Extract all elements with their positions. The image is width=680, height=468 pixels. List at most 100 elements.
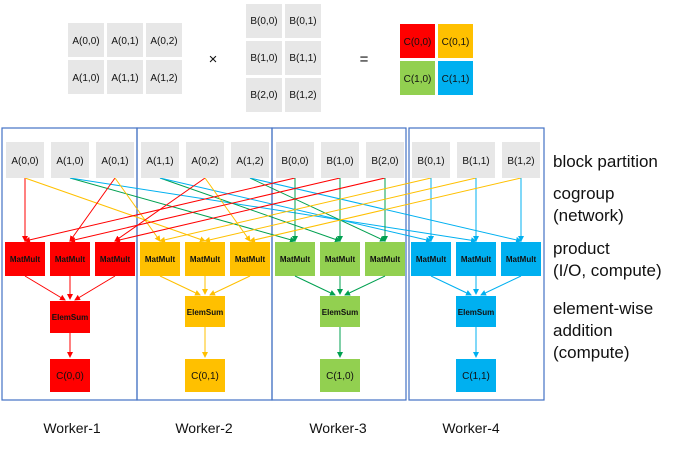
partition-block: B(1,1): [462, 156, 489, 167]
cogroup-edge: [159, 177, 432, 243]
result-label: C(1,1): [462, 371, 490, 382]
matrix-c-cell: C(1,0): [404, 74, 432, 85]
stage-elementwise-2: addition: [553, 321, 613, 340]
matrix-c-cell: C(0,1): [442, 37, 470, 48]
matmult-label: MatMult: [461, 255, 492, 264]
stage-block-partition: block partition: [553, 152, 658, 171]
matmult-box: [5, 242, 45, 276]
compute-arrows: [24, 275, 522, 358]
matrix-a-cell: A(1,2): [150, 73, 177, 84]
matrix-c: C(0,0) C(0,1) C(1,0) C(1,1): [400, 24, 473, 95]
matmult-row: MatMult MatMult MatMult MatMult MatMult …: [5, 242, 541, 276]
worker-4-box: [408, 127, 545, 401]
elemsum-box: [456, 296, 496, 327]
stage-cogroup-sub: (network): [553, 206, 624, 225]
matmult-box: [275, 242, 315, 276]
matrix-a-cell: A(1,0): [72, 73, 99, 84]
result-box: [185, 359, 225, 392]
worker-3-box: [271, 127, 407, 401]
matrix-a: A(0,0) A(0,1) A(0,2) A(1,0) A(1,1) A(1,2…: [68, 23, 182, 94]
result-label: C(0,0): [56, 371, 84, 382]
partition-block: B(2,0): [371, 156, 398, 167]
partition-block: A(0,0): [11, 156, 38, 167]
cogroup-edge: [69, 177, 341, 243]
cogroup-edge: [249, 177, 522, 243]
matmult-box: [140, 242, 180, 276]
stage-product: product: [553, 239, 610, 258]
matmult-box: [95, 242, 135, 276]
elemsum-label: ElemSum: [187, 308, 223, 317]
cogroup-edge: [24, 177, 206, 243]
partition-block: A(1,0): [56, 156, 83, 167]
elemsum-row: ElemSum ElemSum ElemSum ElemSum: [50, 296, 496, 333]
elemsum-box: [50, 301, 90, 333]
cogroup-edge: [114, 177, 386, 243]
cogroup-edge: [249, 177, 386, 242]
worker-labels: Worker-1 Worker-2 Worker-3 Worker-4: [43, 420, 500, 436]
partition-block: B(1,0): [326, 156, 353, 167]
matmult-label: MatMult: [190, 255, 221, 264]
stage-elementwise-sub: (compute): [553, 343, 630, 362]
worker-label: Worker-3: [309, 420, 367, 436]
matmult-label: MatMult: [100, 255, 131, 264]
matrix-a-cell: A(1,1): [111, 73, 138, 84]
matrix-c-cell: C(1,1): [442, 74, 470, 85]
matmult-label: MatMult: [370, 255, 401, 264]
stage-labels: block partition cogroup (network) produc…: [553, 152, 662, 362]
stage-cogroup: cogroup: [553, 184, 614, 203]
matmult-label: MatMult: [55, 255, 86, 264]
matrix-b-cell: B(2,0): [250, 90, 277, 101]
partition-block: B(0,0): [281, 156, 308, 167]
worker-borders: [1, 127, 545, 401]
elemsum-label: ElemSum: [322, 308, 358, 317]
equals-operator: =: [360, 51, 369, 68]
matrix-b-cell: B(1,0): [250, 53, 277, 64]
matrix-a-cell: A(0,0): [72, 36, 99, 47]
matmult-label: MatMult: [506, 255, 537, 264]
matmult-box: [411, 242, 451, 276]
worker-label: Worker-2: [175, 420, 233, 436]
matrix-b: B(0,0) B(0,1) B(1,0) B(1,1) B(2,0) B(1,2…: [246, 4, 321, 112]
cogroup-edges: [22, 177, 524, 244]
result-box: [320, 359, 360, 392]
matmult-box: [365, 242, 405, 276]
result-label: C(1,0): [326, 371, 354, 382]
matmult-box: [230, 242, 270, 276]
matmult-box: [456, 242, 496, 276]
matmult-label: MatMult: [145, 255, 176, 264]
partition-block: A(0,1): [101, 156, 128, 167]
partition-block: B(0,1): [417, 156, 444, 167]
cogroup-edge: [69, 177, 477, 244]
matmult-box: [320, 242, 360, 276]
matmult-box: [185, 242, 225, 276]
result-box: [50, 359, 90, 392]
cogroup-edge: [69, 177, 116, 242]
matrix-b-cell: B(1,2): [289, 90, 316, 101]
result-row: C(0,0) C(0,1) C(1,0) C(1,1): [50, 359, 496, 392]
elemsum-box: [185, 296, 225, 327]
partition-block: A(0,2): [191, 156, 218, 167]
worker-label: Worker-4: [442, 420, 500, 436]
matrix-b-cell: B(0,0): [250, 16, 277, 27]
matmult-label: MatMult: [416, 255, 447, 264]
matmult-label: MatMult: [325, 255, 356, 264]
block-partition-row: A(0,0) A(1,0) A(0,1) A(1,1) A(0,2) A(1,2…: [6, 142, 540, 178]
cogroup-edge: [69, 177, 296, 243]
matrix-a-cell: A(0,2): [150, 36, 177, 47]
matrix-c-cell: C(0,0): [404, 37, 432, 48]
partition-block: A(1,1): [146, 156, 173, 167]
worker-label: Worker-1: [43, 420, 101, 436]
times-operator: ×: [209, 51, 218, 68]
cogroup-edge: [114, 177, 161, 242]
elemsum-label: ElemSum: [52, 313, 88, 322]
matmult-label: MatMult: [280, 255, 311, 264]
stage-elementwise: element-wise: [553, 299, 653, 318]
partition-block: B(1,2): [507, 156, 534, 167]
cogroup-edge: [24, 177, 296, 243]
result-box: [456, 359, 496, 392]
matmult-label: MatMult: [10, 255, 41, 264]
matrix-b-cell: B(0,1): [289, 16, 316, 27]
matrix-b-cell: B(1,1): [289, 53, 316, 64]
elemsum-box: [320, 296, 360, 327]
